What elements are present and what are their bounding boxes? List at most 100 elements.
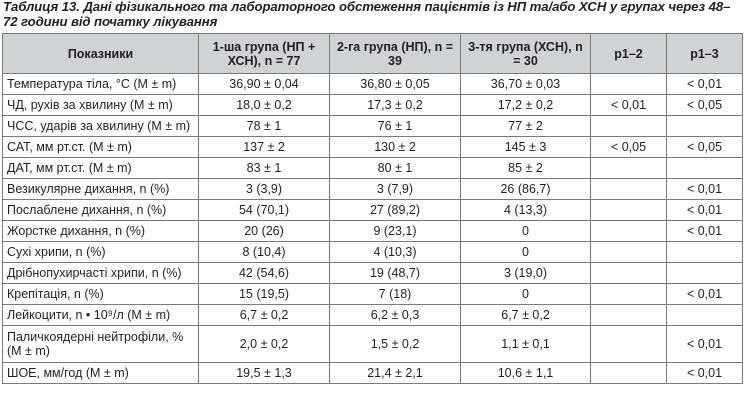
- table-row: Везикулярне дихання, n (%) 3 (3,9) 3 (7,9)…: [2, 178, 743, 200]
- cell-p12: [590, 157, 667, 179]
- header-group-3: 3-тя група (ХСН), n = 30: [460, 33, 591, 74]
- table-header-row: Показники 1-ша група (НП + ХСН), n = 77 …: [2, 33, 743, 74]
- cell-group-1: 78 ± 1: [198, 115, 330, 137]
- cell-group-2: 1,5 ± 0,2: [329, 325, 461, 363]
- table-row: ШОЕ, мм/год (M ± m) 19,5 ± 1,3 21,4 ± 2,1 1…: [2, 362, 743, 384]
- table-row: Послаблене дихання, n (%) 54 (70,1) 27 (89…: [2, 199, 743, 221]
- cell-group-3: 77 ± 2: [460, 115, 591, 137]
- table-row: Жорстке дихання, n (%) 20 (26) 9 (23,1) 0 < …: [2, 220, 743, 242]
- cell-group-3: 85 ± 2: [460, 157, 591, 179]
- cell-group-1: 83 ± 1: [198, 157, 330, 179]
- cell-p12: [590, 73, 667, 95]
- header-group-1: 1-ша група (НП + ХСН), n = 77: [198, 33, 330, 74]
- header-indicators: Показники: [2, 33, 199, 74]
- cell-group-3: 0: [460, 241, 591, 263]
- cell-p12: [590, 241, 667, 263]
- cell-group-3: 6,7 ± 0,2: [460, 304, 591, 326]
- cell-indicator: Везикулярне дихання, n (%): [2, 178, 199, 200]
- cell-group-3: 36,70 ± 0,03: [460, 73, 591, 95]
- cell-group-2: 21,4 ± 2,1: [329, 362, 461, 384]
- cell-p12: [590, 178, 667, 200]
- table-row: ЧД, рухів за хвилину (M ± m) 18,0 ± 0,2 17…: [2, 94, 743, 116]
- cell-group-1: 8 (10,4): [198, 241, 330, 263]
- header-group-2: 2-га група (НП), n = 39: [329, 33, 461, 74]
- cell-group-2: 9 (23,1): [329, 220, 461, 242]
- cell-group-1: 36,90 ± 0,04: [198, 73, 330, 95]
- cell-p12: [590, 262, 667, 284]
- cell-p13: < 0,05: [666, 94, 743, 116]
- table-row: Крепітація, n (%) 15 (19,5) 7 (18) 0 < 0,01: [2, 283, 743, 305]
- cell-group-3: 145 ± 3: [460, 136, 591, 158]
- table-row: Дрібнопухирчасті хрипи, n (%) 42 (54,6) 19…: [2, 262, 743, 284]
- cell-group-2: 130 ± 2: [329, 136, 461, 158]
- cell-p12: < 0,01: [590, 94, 667, 116]
- cell-group-3: 0: [460, 220, 591, 242]
- cell-group-3: 10,6 ± 1,1: [460, 362, 591, 384]
- cell-indicator: Лейкоцити, n • 10⁹/л (M ± m): [2, 304, 199, 326]
- cell-indicator: Паличкоядерні нейтрофіли, % (M ± m): [2, 325, 199, 363]
- cell-p13: [666, 241, 743, 263]
- cell-indicator: Температура тіла, °С (M ± m): [2, 73, 199, 95]
- cell-p13: < 0,01: [666, 325, 743, 363]
- cell-group-3: 3 (19,0): [460, 262, 591, 284]
- cell-group-1: 3 (3,9): [198, 178, 330, 200]
- cell-p13: [666, 115, 743, 137]
- cell-group-1: 6,7 ± 0,2: [198, 304, 330, 326]
- cell-group-2: 19 (48,7): [329, 262, 461, 284]
- cell-p13: < 0,01: [666, 178, 743, 200]
- cell-indicator: ЧД, рухів за хвилину (M ± m): [2, 94, 199, 116]
- cell-group-1: 20 (26): [198, 220, 330, 242]
- cell-group-1: 18,0 ± 0,2: [198, 94, 330, 116]
- cell-p13: < 0,01: [666, 283, 743, 305]
- cell-p12: [590, 199, 667, 221]
- table-body: Температура тіла, °С (M ± m) 36,90 ± 0,04…: [2, 73, 743, 384]
- cell-p13: [666, 262, 743, 284]
- cell-p13: < 0,05: [666, 136, 743, 158]
- table-row: Температура тіла, °С (M ± m) 36,90 ± 0,04…: [2, 73, 743, 95]
- cell-group-2: 4 (10,3): [329, 241, 461, 263]
- cell-indicator: ДАТ, мм рт.ст. (M ± m): [2, 157, 199, 179]
- cell-group-2: 80 ± 1: [329, 157, 461, 179]
- cell-group-2: 7 (18): [329, 283, 461, 305]
- results-table: Показники 1-ша група (НП + ХСН), n = 77 …: [2, 33, 743, 384]
- cell-group-2: 6,2 ± 0,3: [329, 304, 461, 326]
- table-row: ДАТ, мм рт.ст. (M ± m) 83 ± 1 80 ± 1 85 ± 2: [2, 157, 743, 179]
- cell-p13: [666, 304, 743, 326]
- cell-indicator: Крепітація, n (%): [2, 283, 199, 305]
- cell-group-3: 26 (86,7): [460, 178, 591, 200]
- cell-indicator: ШОЕ, мм/год (M ± m): [2, 362, 199, 384]
- cell-p12: [590, 362, 667, 384]
- cell-group-3: 4 (13,3): [460, 199, 591, 221]
- cell-group-2: 3 (7,9): [329, 178, 461, 200]
- cell-group-1: 2,0 ± 0,2: [198, 325, 330, 363]
- cell-indicator: Дрібнопухирчасті хрипи, n (%): [2, 262, 199, 284]
- cell-indicator: Послаблене дихання, n (%): [2, 199, 199, 221]
- cell-p12: [590, 220, 667, 242]
- cell-p13: < 0,01: [666, 220, 743, 242]
- cell-indicator: ЧСС, ударів за хвилину (M ± m): [2, 115, 199, 137]
- table-caption: Таблиця 13. Дані фізикального та лаборат…: [3, 0, 731, 29]
- table-row: Лейкоцити, n • 10⁹/л (M ± m) 6,7 ± 0,2 6,2…: [2, 304, 743, 326]
- cell-indicator: Сухі хрипи, n (%): [2, 241, 199, 263]
- cell-p13: [666, 157, 743, 179]
- cell-group-1: 19,5 ± 1,3: [198, 362, 330, 384]
- cell-p13: < 0,01: [666, 362, 743, 384]
- table-row: ЧСС, ударів за хвилину (M ± m) 78 ± 1 76 ±…: [2, 115, 743, 137]
- cell-p12: [590, 283, 667, 305]
- cell-group-1: 54 (70,1): [198, 199, 330, 221]
- cell-group-3: 17,2 ± 0,2: [460, 94, 591, 116]
- cell-group-2: 36,80 ± 0,05: [329, 73, 461, 95]
- header-p12: p1–2: [590, 33, 667, 74]
- cell-p13: < 0,01: [666, 199, 743, 221]
- cell-indicator: САТ, мм рт.ст. (M ± m): [2, 136, 199, 158]
- cell-group-1: 42 (54,6): [198, 262, 330, 284]
- cell-group-3: 1,1 ± 0,1: [460, 325, 591, 363]
- cell-group-3: 0: [460, 283, 591, 305]
- cell-p12: [590, 325, 667, 363]
- table-row: САТ, мм рт.ст. (M ± m) 137 ± 2 130 ± 2 145 …: [2, 136, 743, 158]
- table-row: Сухі хрипи, n (%) 8 (10,4) 4 (10,3) 0: [2, 241, 743, 263]
- cell-group-2: 17,3 ± 0,2: [329, 94, 461, 116]
- cell-group-2: 27 (89,2): [329, 199, 461, 221]
- cell-p12: < 0,05: [590, 136, 667, 158]
- cell-p12: [590, 115, 667, 137]
